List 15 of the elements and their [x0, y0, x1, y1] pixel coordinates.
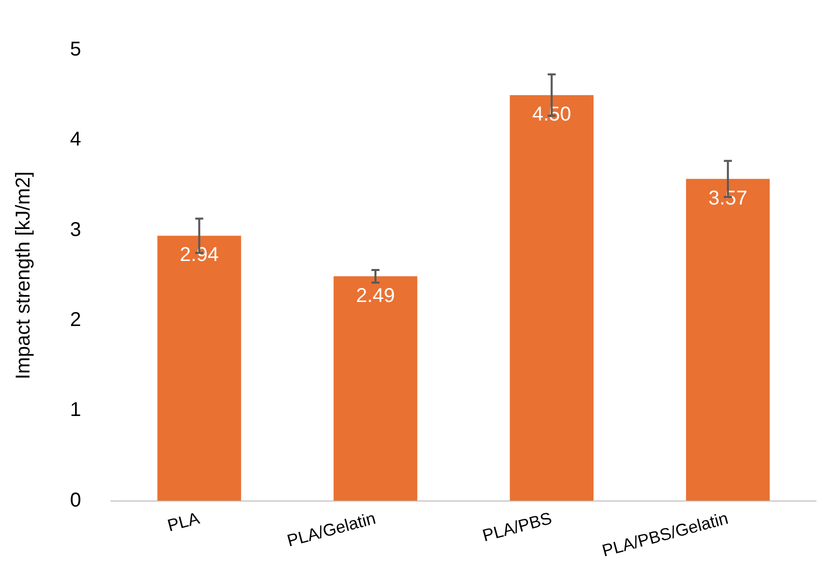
data-label: 2.49 — [356, 284, 395, 307]
bar — [157, 236, 242, 501]
data-label: 2.94 — [180, 244, 219, 266]
y-tick-label: 0 — [70, 489, 82, 512]
x-tick-label: PLA/PBS — [480, 508, 554, 546]
bar — [686, 178, 770, 501]
x-tick-label: PLA — [166, 508, 202, 536]
y-axis-title: Impact strength [kJ/m2] — [12, 171, 35, 380]
bar — [334, 276, 418, 501]
y-tick-label: 1 — [70, 399, 82, 422]
bar — [510, 95, 594, 501]
y-tick-label: 2 — [70, 308, 82, 331]
y-tick-label: 5 — [70, 38, 82, 61]
y-tick-label: 3 — [70, 218, 82, 241]
y-tick-label: 4 — [70, 128, 82, 151]
